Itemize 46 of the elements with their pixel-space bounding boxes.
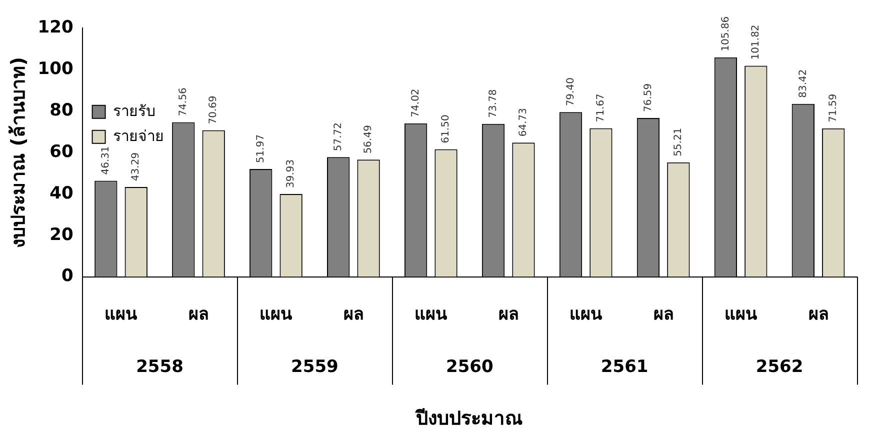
data-label: 43.29 bbox=[130, 152, 142, 182]
x-tick-label: แผน bbox=[724, 304, 758, 324]
y-tick-label: 20 bbox=[50, 224, 74, 245]
data-label: 39.93 bbox=[286, 159, 297, 188]
data-label: 83.42 bbox=[798, 69, 809, 98]
data-label: 46.31 bbox=[100, 146, 112, 175]
y-tick-label: 80 bbox=[50, 100, 74, 120]
y-tick-label: 100 bbox=[38, 58, 74, 79]
y-tick-label: 0 bbox=[61, 266, 74, 286]
data-label: 76.59 bbox=[642, 83, 654, 112]
data-label: 74.56 bbox=[178, 88, 189, 116]
x-tick-label: ผล bbox=[343, 304, 364, 324]
x-tick-label: แผน bbox=[104, 304, 138, 324]
data-label: 51.97 bbox=[255, 134, 266, 164]
data-label: 64.73 bbox=[518, 108, 530, 137]
data-label: 105.86 bbox=[720, 16, 732, 52]
data-label: 70.69 bbox=[208, 96, 220, 124]
text: 2562 bbox=[756, 357, 804, 378]
x-tick-label: ผล bbox=[808, 304, 828, 324]
data-label: 74.02 bbox=[410, 88, 422, 118]
data-label: 61.50 bbox=[440, 114, 452, 144]
y-axis-title: งบประมาณ (ล้านบาท) bbox=[7, 56, 30, 248]
text: 2558 bbox=[136, 357, 184, 378]
y-tick-label: 40 bbox=[50, 183, 74, 204]
x-tick-label: แผน bbox=[259, 304, 292, 324]
data-label: 71.59 bbox=[828, 94, 839, 122]
x-axis-title: ปีงบประมาณ bbox=[415, 408, 524, 430]
legend-label: รายรับ bbox=[112, 102, 156, 120]
y-tick-label: 120 bbox=[38, 17, 74, 38]
data-label: 56.49 bbox=[363, 125, 374, 154]
text: 2560 bbox=[446, 357, 494, 378]
x-tick-label: ผล bbox=[498, 304, 518, 324]
data-label: 79.40 bbox=[565, 78, 576, 106]
data-label: 73.78 bbox=[488, 89, 499, 118]
x-tick-label: ผล bbox=[188, 304, 208, 324]
y-tick-label: 60 bbox=[50, 142, 74, 162]
data-label: 101.82 bbox=[750, 24, 762, 60]
text: 2561 bbox=[600, 357, 648, 378]
x-tick-label: แผน bbox=[569, 304, 602, 324]
x-tick-label: แผน bbox=[414, 304, 448, 324]
data-label: 57.72 bbox=[332, 122, 344, 152]
x-tick-label: ผล bbox=[653, 304, 674, 324]
data-label: 71.67 bbox=[596, 94, 607, 122]
legend-label: รายจ่าย bbox=[112, 126, 164, 145]
data-label: 55.21 bbox=[673, 128, 684, 156]
text: 2559 bbox=[291, 357, 338, 378]
